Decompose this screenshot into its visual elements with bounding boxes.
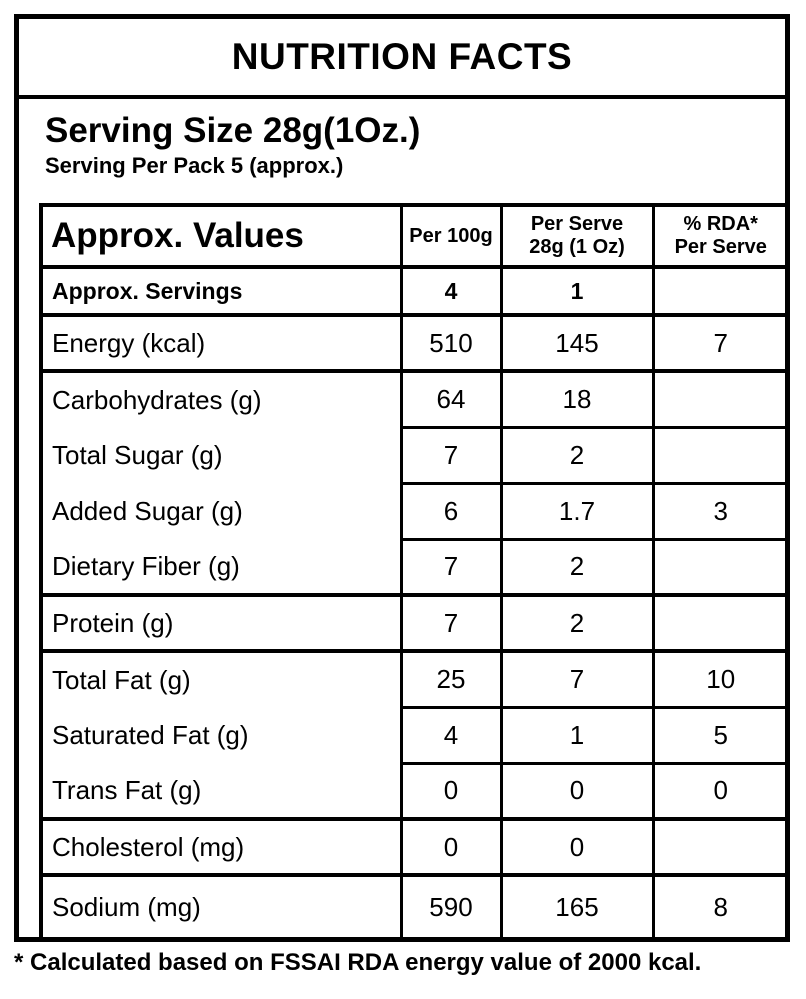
per-serve-value: 2 (499, 539, 653, 597)
table-row: Carbohydrates (g) 64 18 (41, 371, 787, 429)
table-header: Approx. Values Per 100g Per Serve 28g (1… (41, 205, 787, 269)
per-serve-value: 165 (499, 875, 653, 937)
nutrient-label: Saturated Fat (g) (52, 719, 249, 750)
serving-section: Serving Size 28g(1Oz.) Serving Per Pack … (19, 99, 785, 203)
rda-header-line2: Per Serve (674, 236, 767, 258)
table-row: Saturated Fat (g) 4 1 5 (41, 707, 787, 765)
nutrient-label: Cholesterol (mg) (41, 819, 401, 877)
table-row: Protein (g) 7 2 (41, 595, 787, 653)
per-100g-value: 4 (399, 267, 501, 317)
per-100g-value: 7 (399, 539, 501, 597)
header-row: Approx. Values Per 100g Per Serve 28g (1… (41, 205, 787, 269)
per-serve-value: 145 (499, 315, 653, 373)
table-row: Cholesterol (mg) 0 0 (41, 819, 787, 877)
serving-size-text: Serving Size 28g(1Oz.) (45, 111, 421, 150)
serving-per-pack-text: Serving Per Pack 5 (approx.) (45, 153, 344, 179)
footnote: * Calculated based on FSSAI RDA energy v… (14, 949, 702, 976)
per-100g-value: 64 (399, 371, 501, 429)
per-serve-value: 0 (499, 819, 653, 877)
rda-value (651, 267, 787, 317)
table-row: Energy (kcal) 510 145 7 (41, 315, 787, 373)
nutrient-label: Trans Fat (g) (41, 763, 401, 821)
nutrient-label: Approx. Servings (41, 267, 401, 317)
rda-value (651, 427, 787, 485)
table-row: Approx. Servings 4 1 (41, 267, 787, 317)
per-100g-value: 7 (399, 595, 501, 653)
page-title: NUTRITION FACTS (231, 36, 573, 77)
rda-value: 5 (651, 707, 787, 765)
nutrient-label: Total Sugar (g) (52, 439, 223, 470)
per-serve-value: 2 (499, 595, 653, 653)
table-row: Dietary Fiber (g) 7 2 (41, 539, 787, 597)
nutrient-label: Sodium (mg) (52, 891, 201, 922)
rda-value: 3 (651, 483, 787, 541)
nutrient-label: Dietary Fiber (g) (41, 539, 401, 597)
per-100g-value: 0 (399, 819, 501, 877)
per-serve-header-line2: 28g (1 Oz) (529, 236, 625, 258)
table-row: Added Sugar (g) 6 1.7 3 (41, 483, 787, 541)
nutrient-label: Total Fat (g) (52, 664, 191, 695)
per-100g-header: Per 100g (399, 205, 501, 269)
per-100g-value: 6 (399, 483, 501, 541)
rda-header: % RDA* Per Serve (651, 205, 787, 269)
rda-value (651, 539, 787, 597)
rda-value: 10 (651, 651, 787, 709)
per-100g-value: 590 (399, 875, 501, 937)
per-serve-value: 1 (499, 707, 653, 765)
rda-value: 7 (651, 315, 787, 373)
table-row: Sodium (mg) 590 165 8 (41, 875, 787, 937)
rda-header-line1: % RDA* (683, 213, 758, 235)
per-100g-value: 510 (399, 315, 501, 373)
per-100g-value: 7 (399, 427, 501, 485)
nutrient-label: Energy (kcal) (41, 315, 401, 373)
rda-value (651, 595, 787, 653)
per-serve-header: Per Serve 28g (1 Oz) (499, 205, 653, 269)
table-body: Approx. Servings 4 1 Energy (kcal) 510 1… (41, 267, 787, 937)
per-serve-header-line1: Per Serve (530, 213, 624, 235)
rda-value (651, 819, 787, 877)
per-serve-value: 1 (499, 267, 653, 317)
per-100g-value: 4 (399, 707, 501, 765)
table-row: Total Fat (g) 25 7 10 (41, 651, 787, 709)
per-100g-value: 0 (399, 763, 501, 821)
per-serve-value: 2 (499, 427, 653, 485)
per-serve-value: 7 (499, 651, 653, 709)
rda-value: 8 (651, 875, 787, 937)
nutrition-table: Approx. Values Per 100g Per Serve 28g (1… (39, 203, 787, 937)
per-serve-value: 1.7 (499, 483, 653, 541)
per-serve-value: 18 (499, 371, 653, 429)
nutrient-label: Added Sugar (g) (52, 495, 243, 526)
nutrient-label: Protein (g) (41, 595, 401, 653)
table-row: Trans Fat (g) 0 0 0 (41, 763, 787, 821)
per-100g-value: 25 (399, 651, 501, 709)
per-serve-value: 0 (499, 763, 653, 821)
nutrient-label: Carbohydrates (g) (52, 384, 262, 415)
approx-values-header: Approx. Values (41, 205, 401, 269)
table-row: Total Sugar (g) 7 2 (41, 427, 787, 485)
nutrition-facts-label: NUTRITION FACTS Serving Size 28g(1Oz.) S… (14, 14, 790, 942)
title-bar: NUTRITION FACTS (19, 19, 785, 99)
rda-value (651, 371, 787, 429)
rda-value: 0 (651, 763, 787, 821)
